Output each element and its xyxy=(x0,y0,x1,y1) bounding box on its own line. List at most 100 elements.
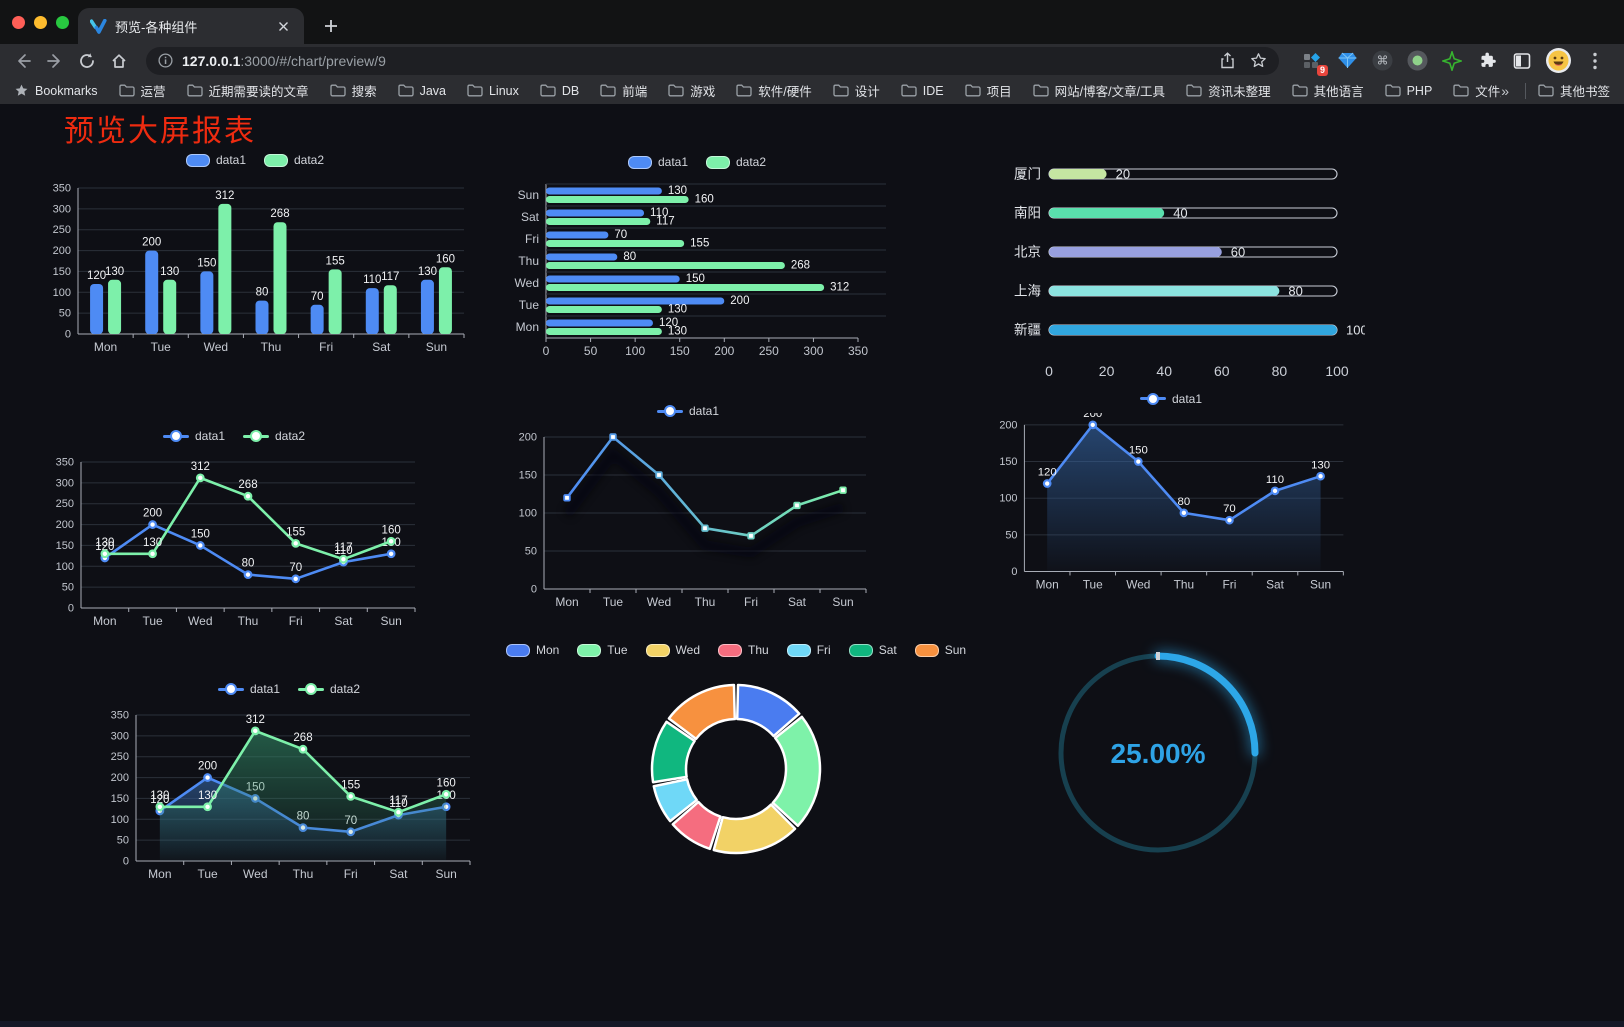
bookmark-folder[interactable]: PHP xyxy=(1384,84,1432,98)
tabs-manager-extension-icon[interactable]: 9 xyxy=(1301,50,1328,76)
bookmark-folder[interactable]: 软件/硬件 xyxy=(736,81,812,100)
svg-text:150: 150 xyxy=(111,793,129,805)
svg-text:250: 250 xyxy=(53,224,71,236)
other-bookmarks-folder[interactable]: 其他书签 xyxy=(1538,81,1610,100)
gem-extension-icon[interactable] xyxy=(1336,50,1358,72)
svg-text:150: 150 xyxy=(519,470,537,482)
svg-text:Sun: Sun xyxy=(1310,577,1331,591)
bookmark-folder[interactable]: 网站/博客/文章/工具 xyxy=(1032,81,1165,100)
zoom-window-button[interactable] xyxy=(56,16,69,29)
tab-close-icon[interactable] xyxy=(274,17,292,35)
svg-text:130: 130 xyxy=(105,266,124,278)
legend-item[interactable]: Fri xyxy=(786,643,831,657)
dashboard-page: 预览大屏报表 data1 data2 0 50 100 150 200 250 300 350 Mo… xyxy=(0,104,1624,1027)
bookmark-folder[interactable]: 运营 xyxy=(118,81,166,100)
svg-text:200: 200 xyxy=(143,508,162,520)
reload-button[interactable] xyxy=(74,48,100,74)
svg-text:Sat: Sat xyxy=(372,340,391,354)
folder-icon xyxy=(600,84,616,97)
profile-avatar[interactable] xyxy=(1546,48,1571,73)
bookmark-folder[interactable]: DB xyxy=(540,84,579,98)
svg-text:Sat: Sat xyxy=(521,210,540,224)
bookmark-folder[interactable]: 资讯未整理 xyxy=(1186,81,1271,100)
legend-item[interactable]: data1 xyxy=(162,429,225,443)
legend-item[interactable]: Tue xyxy=(577,643,628,657)
svg-text:80: 80 xyxy=(1178,496,1191,508)
bookmark-folder[interactable]: Linux xyxy=(467,84,519,98)
chart-legend: data1 data2 xyxy=(162,424,305,448)
svg-text:300: 300 xyxy=(803,344,823,358)
extensions-puzzle-icon[interactable] xyxy=(1476,50,1498,72)
svg-text:150: 150 xyxy=(686,273,705,285)
window-controls xyxy=(12,16,69,29)
svg-text:Mon: Mon xyxy=(516,320,539,334)
legend-item[interactable]: data1 xyxy=(1139,392,1202,406)
bookmark-folder[interactable]: 文件服务器 xyxy=(1453,81,1501,100)
svg-text:150: 150 xyxy=(56,540,74,552)
bookmark-folder[interactable]: 近期需要读的文章 xyxy=(186,81,309,100)
legend-item[interactable]: Wed xyxy=(645,643,700,657)
bookmark-folder[interactable]: 其他语言 xyxy=(1291,81,1364,100)
legend-item[interactable]: data1 xyxy=(627,155,688,169)
svg-text:80: 80 xyxy=(256,287,269,299)
svg-text:Wed: Wed xyxy=(188,614,212,628)
legend-item[interactable]: data1 xyxy=(656,404,719,418)
bookmark-item-bookmarks[interactable]: Bookmarks xyxy=(14,83,98,98)
legend-item[interactable]: data1 xyxy=(217,682,280,696)
svg-text:350: 350 xyxy=(111,710,129,722)
bookmark-folder[interactable]: IDE xyxy=(901,84,944,98)
bookmark-folder[interactable]: 游戏 xyxy=(668,81,715,100)
legend-item[interactable]: Thu xyxy=(718,643,769,657)
new-tab-button[interactable] xyxy=(318,13,344,39)
close-window-button[interactable] xyxy=(12,16,25,29)
legend-item[interactable]: Mon xyxy=(505,643,559,657)
bookmark-folder[interactable]: 项目 xyxy=(964,81,1012,100)
svg-text:Tue: Tue xyxy=(519,298,540,312)
bookmark-label: Bookmarks xyxy=(35,83,98,98)
minimize-window-button[interactable] xyxy=(34,16,47,29)
chart-canvas: 0 50 100 150 200 250 300 350 Mon Tue Wed Thu Fri Sat S… xyxy=(56,457,416,628)
svg-text:Wed: Wed xyxy=(243,867,267,881)
bookmarks-overflow-chevron[interactable]: » xyxy=(1501,82,1509,99)
svg-text:130: 130 xyxy=(143,537,162,549)
svg-text:100: 100 xyxy=(1325,363,1349,379)
svg-text:Sat: Sat xyxy=(788,595,807,609)
svg-text:117: 117 xyxy=(334,542,352,554)
forward-button[interactable] xyxy=(42,48,68,74)
svg-text:312: 312 xyxy=(830,282,849,294)
share-icon[interactable] xyxy=(1219,52,1236,69)
chart-canvas: 0 50 100 150 200 Mon Tue Wed Thu Fri Sat Sun 120 200 1… xyxy=(999,413,1344,591)
url-text: 127.0.0.1:3000/#/chart/preview/9 xyxy=(182,52,386,69)
bookmark-star-icon[interactable] xyxy=(1250,52,1267,69)
svg-text:20: 20 xyxy=(1099,363,1115,379)
svg-text:Wed: Wed xyxy=(515,276,539,290)
browser-menu-icon[interactable] xyxy=(1584,50,1606,72)
svg-text:117: 117 xyxy=(389,795,407,807)
svg-text:200: 200 xyxy=(56,519,74,531)
legend-item[interactable]: Sat xyxy=(848,643,897,657)
command-extension-icon[interactable]: ⌘ xyxy=(1371,50,1393,72)
bookmark-folder[interactable]: 搜索 xyxy=(329,81,377,100)
bookmark-folder[interactable]: 前端 xyxy=(600,81,647,100)
legend-item[interactable]: data1 xyxy=(185,153,246,167)
svg-text:100: 100 xyxy=(519,508,537,520)
bookmark-folder[interactable]: Java xyxy=(397,84,446,98)
svg-text:312: 312 xyxy=(191,461,210,473)
folder-icon xyxy=(329,84,346,97)
legend-item[interactable]: data2 xyxy=(264,153,324,167)
sidebar-toggle-icon[interactable] xyxy=(1511,50,1533,72)
legend-item[interactable]: data2 xyxy=(298,682,360,696)
recorder-extension-icon[interactable] xyxy=(1406,50,1428,72)
legend-item[interactable]: Sun xyxy=(914,643,966,657)
home-button[interactable] xyxy=(106,48,132,74)
address-bar[interactable]: 127.0.0.1:3000/#/chart/preview/9 xyxy=(146,46,1279,75)
site-info-icon[interactable] xyxy=(158,53,173,68)
legend-item[interactable]: data2 xyxy=(243,429,305,443)
legend-item[interactable]: data2 xyxy=(706,155,766,169)
svg-text:Thu: Thu xyxy=(238,614,259,628)
bookmark-folder[interactable]: 设计 xyxy=(833,81,880,100)
back-button[interactable] xyxy=(10,48,36,74)
green-star-extension-icon[interactable] xyxy=(1441,50,1463,72)
browser-tab[interactable]: 预览-各种组件 xyxy=(78,8,304,44)
svg-text:200: 200 xyxy=(714,344,734,358)
